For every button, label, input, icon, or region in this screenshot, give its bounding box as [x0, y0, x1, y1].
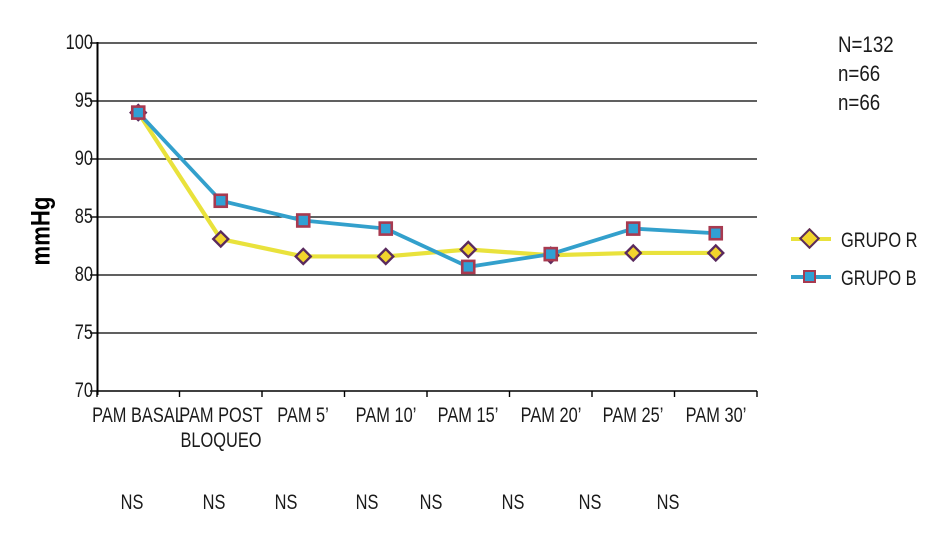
square-marker-icon: [625, 221, 641, 236]
y-tick-label: 70: [74, 379, 93, 402]
x-category-label: PAM 30’: [685, 404, 747, 427]
significance-label: NS: [274, 491, 298, 514]
x-category-label: PAM POST BLOQUEO: [179, 404, 263, 452]
square-marker-icon: [130, 105, 146, 120]
significance-label: NS: [656, 491, 680, 514]
square-marker-icon: [460, 259, 476, 275]
square-marker-icon: [543, 246, 559, 262]
series-line-grupo-b: [136, 110, 718, 269]
annotation-line-group2: n=66: [838, 90, 881, 115]
x-category-label: PAM 10’: [355, 404, 417, 427]
x-category-label: PAM 20’: [520, 404, 582, 427]
diamond-marker-icon: [211, 229, 230, 249]
square-marker-icon: [295, 213, 311, 228]
y-tick-label: 85: [74, 205, 93, 228]
y-tick-label: 90: [74, 147, 93, 170]
significance-label: NS: [202, 491, 226, 514]
significance-label: NS: [419, 491, 443, 514]
y-tick-label: 80: [74, 263, 93, 286]
square-marker-icon: [213, 193, 229, 209]
y-tick-label: 75: [74, 321, 93, 344]
diamond-marker-icon: [376, 247, 395, 266]
annotation-line-total: N=132: [838, 32, 894, 57]
legend-label-grupo-r: GRUPO R: [841, 229, 918, 252]
square-marker-icon: [708, 225, 724, 241]
square-marker-icon: [803, 270, 816, 283]
series-line-grupo-r: [136, 110, 718, 259]
significance-label: NS: [120, 491, 144, 514]
significance-label: NS: [578, 491, 602, 514]
diamond-marker-icon: [459, 240, 478, 259]
x-category-label: PAM 5’: [277, 404, 330, 427]
y-tick-label: 95: [74, 89, 93, 112]
diamond-marker-icon: [294, 247, 313, 266]
x-category-label: PAM BASAL: [92, 404, 185, 427]
square-marker-icon: [378, 221, 394, 236]
diamond-marker-icon: [624, 243, 643, 263]
legend-label-grupo-b: GRUPO B: [841, 267, 917, 290]
sample-size-annotation: N=132 n=66 n=66: [838, 30, 894, 117]
x-category-label: PAM 15’: [437, 404, 499, 427]
diamond-marker-icon: [706, 243, 725, 263]
annotation-line-group1: n=66: [838, 61, 881, 86]
x-category-label: PAM 25’: [602, 404, 664, 427]
significance-label: NS: [501, 491, 525, 514]
y-tick-label: 100: [65, 31, 93, 54]
diamond-marker-icon: [798, 227, 821, 250]
legend: GRUPO R GRUPO B: [791, 0, 950, 554]
significance-label: NS: [355, 491, 379, 514]
